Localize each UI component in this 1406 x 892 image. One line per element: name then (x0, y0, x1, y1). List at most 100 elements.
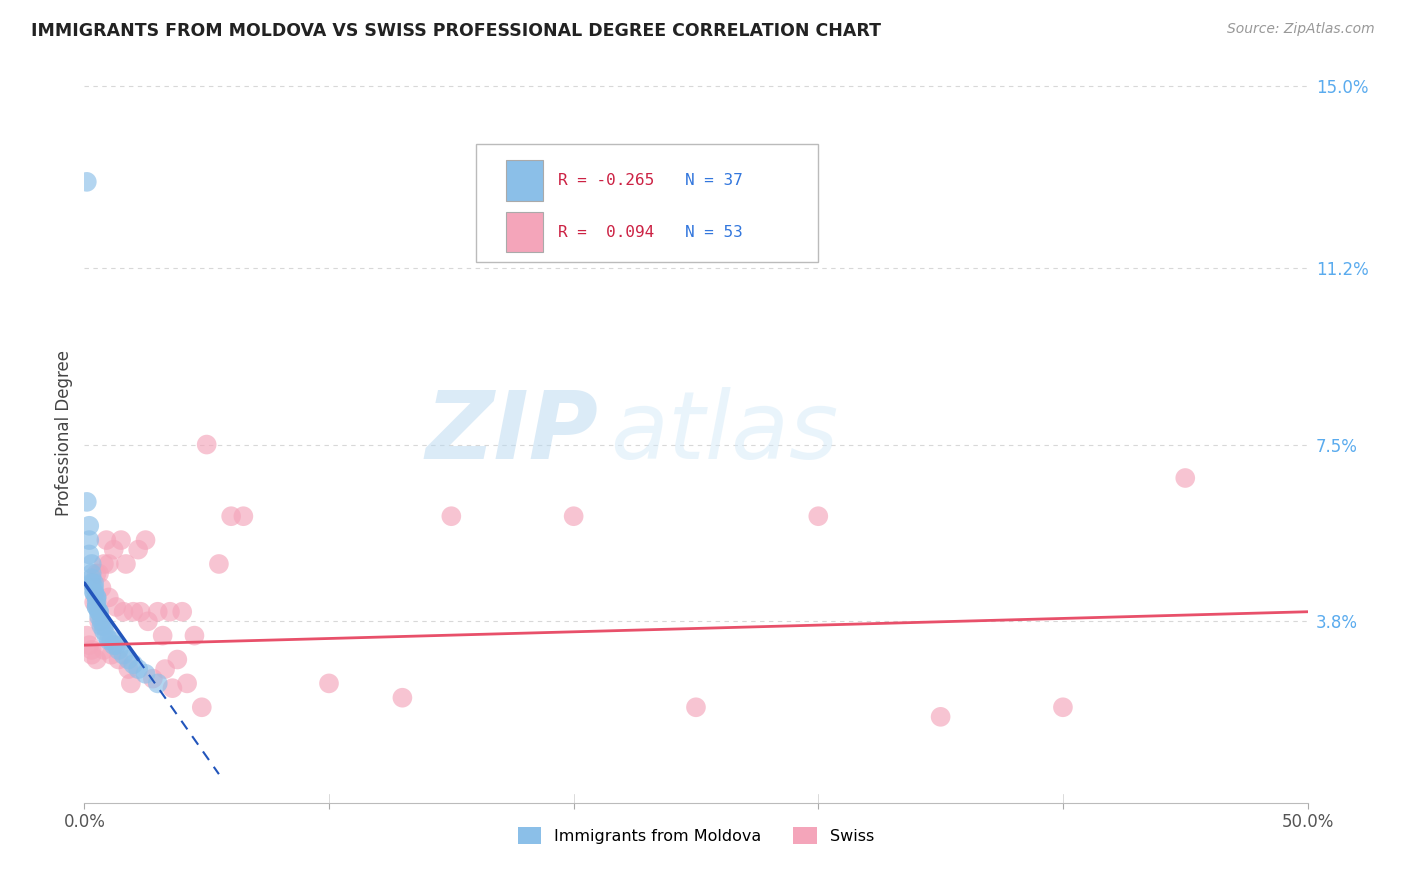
Point (183, 629, 205, 643)
Point (83, 576, 105, 591)
Point (80, 566, 103, 581)
FancyBboxPatch shape (506, 160, 543, 201)
Point (87, 609, 110, 624)
Point (96, 533, 118, 547)
Point (83, 585, 105, 599)
Point (76, 629, 98, 643)
Point (146, 605, 169, 619)
Point (152, 629, 174, 643)
Point (77, 548, 100, 562)
Point (93, 619, 115, 633)
Y-axis label: Professional Degree: Professional Degree (55, 350, 73, 516)
Point (110, 533, 132, 547)
Point (391, 690, 413, 705)
Point (97, 557, 120, 571)
Point (142, 672, 165, 686)
Point (135, 666, 157, 681)
Point (166, 652, 188, 666)
Text: N = 53: N = 53 (685, 225, 742, 240)
Point (122, 657, 145, 672)
Point (117, 652, 139, 666)
Point (86, 599, 108, 614)
Point (120, 676, 142, 690)
Point (105, 638, 128, 652)
Point (100, 633, 122, 648)
Point (80, 643, 103, 657)
Point (80, 557, 103, 571)
Point (100, 648, 122, 662)
Point (87, 605, 110, 619)
Point (87, 605, 110, 619)
Point (115, 557, 138, 571)
Point (80, 576, 103, 591)
Point (127, 542, 149, 557)
FancyBboxPatch shape (475, 144, 818, 262)
Point (122, 605, 145, 619)
Point (77, 518, 100, 533)
Point (112, 605, 135, 619)
Point (105, 599, 128, 614)
Point (318, 676, 340, 690)
Point (929, 710, 952, 724)
Point (87, 566, 110, 581)
Point (86, 652, 108, 666)
Point (86, 595, 108, 609)
Point (129, 605, 152, 619)
Text: IMMIGRANTS FROM MOLDOVA VS SWISS PROFESSIONAL DEGREE CORRELATION CHART: IMMIGRANTS FROM MOLDOVA VS SWISS PROFESS… (31, 22, 882, 40)
Text: N = 37: N = 37 (685, 173, 742, 188)
Point (103, 638, 125, 652)
Point (93, 624, 115, 638)
Point (96, 629, 118, 643)
Point (97, 591, 120, 605)
Text: R = -0.265: R = -0.265 (558, 173, 654, 188)
Point (127, 662, 149, 676)
Point (107, 643, 129, 657)
Point (107, 652, 129, 666)
Point (440, 509, 463, 524)
Point (195, 437, 218, 451)
Point (77, 533, 100, 547)
Point (76, 175, 98, 189)
Point (83, 581, 105, 595)
Point (117, 662, 139, 676)
Point (208, 557, 231, 571)
Point (1052, 700, 1074, 714)
Point (219, 509, 242, 524)
Point (176, 676, 198, 690)
Point (153, 662, 176, 676)
Point (80, 648, 103, 662)
Point (90, 581, 112, 595)
Text: ZIP: ZIP (425, 386, 598, 479)
Point (80, 571, 103, 585)
Point (162, 681, 184, 695)
Point (146, 676, 169, 690)
Point (93, 557, 115, 571)
Legend: Immigrants from Moldova, Swiss: Immigrants from Moldova, Swiss (512, 821, 880, 850)
FancyBboxPatch shape (506, 211, 543, 252)
Point (562, 509, 585, 524)
Point (93, 643, 115, 657)
Point (83, 585, 105, 599)
Point (232, 509, 254, 524)
Point (90, 619, 112, 633)
Point (135, 533, 157, 547)
Point (685, 700, 707, 714)
Point (90, 615, 112, 629)
Point (112, 648, 135, 662)
Point (86, 591, 108, 605)
Point (1174, 471, 1197, 485)
Point (103, 542, 125, 557)
Point (87, 615, 110, 629)
Text: R =  0.094: R = 0.094 (558, 225, 654, 240)
Point (172, 605, 194, 619)
Point (136, 615, 159, 629)
Point (97, 633, 120, 648)
Point (76, 495, 98, 509)
Point (86, 566, 108, 581)
Point (191, 700, 214, 714)
Point (77, 638, 100, 652)
Point (159, 605, 181, 619)
Point (86, 599, 108, 614)
Point (807, 509, 830, 524)
Text: Source: ZipAtlas.com: Source: ZipAtlas.com (1227, 22, 1375, 37)
